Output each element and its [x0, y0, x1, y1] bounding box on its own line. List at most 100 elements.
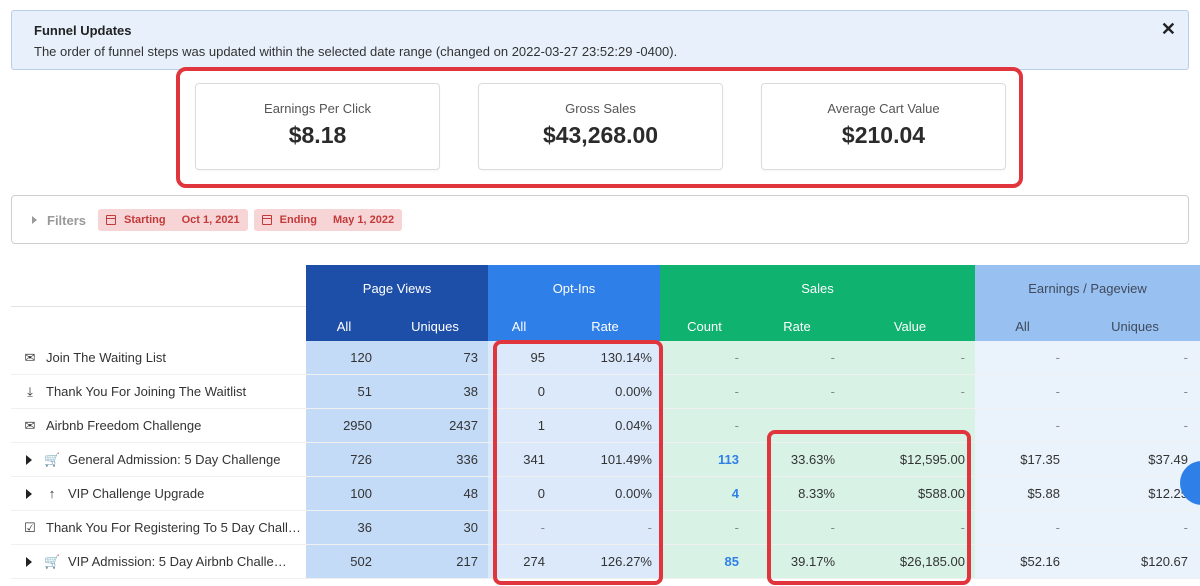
epv-all-cell: $5.88 — [975, 477, 1070, 510]
sales-count-cell: - — [660, 409, 749, 442]
table-row[interactable]: ⤓ Thank You For Joining The Waitlist 51 38 0… — [11, 375, 1200, 409]
group-header-opt-ins: Opt-Ins — [488, 265, 660, 311]
sales-rate-cell: 8.33% — [749, 477, 845, 510]
sales-count-cell: - — [660, 341, 749, 374]
opt-rate-cell: - — [550, 511, 660, 544]
step-name: Thank You For Joining The Waitlist — [46, 384, 247, 399]
sales-count-cell: - — [660, 375, 749, 408]
table-row[interactable]: ☑ Thank You For Registering To 5 Day Chal… — [11, 511, 1200, 545]
sales-count-cell[interactable]: 4 — [660, 477, 749, 510]
col-header-opt-rate[interactable]: Rate — [550, 311, 660, 341]
group-header-sales: Sales — [660, 265, 975, 311]
start-date-chip[interactable]: Starting Oct 1, 2021 — [98, 209, 248, 231]
sales-value-cell: - — [845, 375, 975, 408]
epv-all-cell: - — [975, 341, 1070, 374]
table-group-header: Page Views Opt-Ins Sales Earnings / Page… — [11, 265, 1200, 311]
sales-rate-cell: - — [749, 341, 845, 374]
epv-uniques-cell: $12.25 — [1070, 477, 1200, 510]
sales-count-cell[interactable]: 85 — [660, 545, 749, 578]
stat-label: Average Cart Value — [827, 101, 940, 116]
opt-all-cell: - — [488, 511, 550, 544]
stat-value: $210.04 — [841, 122, 926, 148]
col-header-sales-rate[interactable]: Rate — [749, 311, 845, 341]
close-icon[interactable]: ✕ — [1160, 19, 1176, 39]
sales-rate-cell: - — [749, 375, 845, 408]
sales-rate-cell: 33.63% — [749, 443, 845, 476]
pv-uniques-cell: 30 — [382, 511, 488, 544]
table-sub-header: All Uniques All Rate Count Rate Value Al… — [11, 311, 1200, 341]
expand-caret-icon[interactable] — [26, 488, 32, 499]
envelope-icon: ✉ — [24, 349, 36, 365]
step-name-cell: ✉ Airbnb Freedom Challenge — [11, 409, 306, 442]
stat-value: $8.18 — [288, 122, 347, 148]
pv-uniques-cell: 48 — [382, 477, 488, 510]
opt-all-cell: 0 — [488, 375, 550, 408]
envelope-icon: ✉ — [24, 417, 36, 433]
pv-all-cell: 51 — [306, 375, 382, 408]
expand-caret-icon[interactable] — [26, 556, 32, 567]
group-header-page-views: Page Views — [306, 265, 488, 311]
pv-uniques-cell: 336 — [382, 443, 488, 476]
step-name-cell: ↑ VIP Challenge Upgrade — [11, 477, 306, 510]
opt-rate-cell: 0.00% — [550, 375, 660, 408]
col-header-pv-all[interactable]: All — [306, 311, 382, 341]
step-name: General Admission: 5 Day Challenge — [68, 452, 281, 467]
expand-caret-icon[interactable] — [32, 216, 37, 224]
epv-uniques-cell: $120.67 — [1070, 545, 1200, 578]
epv-uniques-cell: - — [1070, 375, 1200, 408]
sales-count-cell[interactable]: 113 — [660, 443, 749, 476]
opt-all-cell: 95 — [488, 341, 550, 374]
step-name-cell: ☑ Thank You For Registering To 5 Day Chal… — [11, 511, 306, 544]
table-row[interactable]: 🛒 VIP Admission: 5 Day Airbnb Challe… 502 2… — [11, 545, 1200, 579]
calendar-icon — [106, 215, 117, 225]
sales-value-cell: - — [845, 511, 975, 544]
col-header-sales-value[interactable]: Value — [845, 311, 975, 341]
col-header-epv-all[interactable]: All — [975, 311, 1070, 341]
calendar-icon — [261, 215, 272, 225]
epv-uniques-cell: - — [1070, 341, 1200, 374]
end-date-chip[interactable]: Ending May 1, 2022 — [253, 209, 403, 231]
table-row[interactable]: ✉ Airbnb Freedom Challenge 2950 2437 1 0.04% -… — [11, 409, 1200, 443]
alert-message: The order of funnel steps was updated wi… — [34, 44, 678, 59]
epv-all-cell: - — [975, 409, 1070, 442]
step-name: Join The Waiting List — [46, 350, 166, 365]
opt-all-cell: 1 — [488, 409, 550, 442]
step-name-cell: 🛒 VIP Admission: 5 Day Airbnb Challe… — [11, 545, 306, 578]
table-row[interactable]: 🛒 General Admission: 5 Day Challenge 726 33… — [11, 443, 1200, 477]
step-name-cell: ✉ Join The Waiting List — [11, 341, 306, 374]
pv-all-cell: 36 — [306, 511, 382, 544]
pv-all-cell: 100 — [306, 477, 382, 510]
epv-all-cell: $17.35 — [975, 443, 1070, 476]
start-date-value: Oct 1, 2021 — [181, 214, 240, 226]
pv-uniques-cell: 217 — [382, 545, 488, 578]
col-header-pv-uniques[interactable]: Uniques — [382, 311, 488, 341]
epv-all-cell: $52.16 — [975, 545, 1070, 578]
pv-uniques-cell: 73 — [382, 341, 488, 374]
epv-uniques-cell: $37.49 — [1070, 443, 1200, 476]
sales-rate-cell: - — [749, 511, 845, 544]
col-header-epv-uniques[interactable]: Uniques — [1070, 311, 1200, 341]
filters-label[interactable]: Filters — [47, 212, 87, 228]
pv-all-cell: 2950 — [306, 409, 382, 442]
epv-all-cell: - — [975, 511, 1070, 544]
stat-card-earnings-per-click: Earnings Per Click $8.18 — [195, 83, 440, 170]
expand-caret-icon[interactable] — [26, 454, 32, 465]
funnel-stats-table: Page Views Opt-Ins Sales Earnings / Page… — [11, 265, 1200, 579]
step-name: VIP Admission: 5 Day Airbnb Challe… — [68, 554, 287, 569]
sales-value-cell — [845, 409, 975, 442]
funnel-updates-alert: Funnel Updates The order of funnel steps… — [11, 10, 1189, 70]
chat-widget-button[interactable] — [1180, 461, 1200, 505]
stat-value: $43,268.00 — [542, 122, 659, 148]
col-header-opt-all[interactable]: All — [488, 311, 550, 341]
table-row[interactable]: ↑ VIP Challenge Upgrade 100 48 0 0.00% 4 8.33% $… — [11, 477, 1200, 511]
pv-all-cell: 120 — [306, 341, 382, 374]
opt-all-cell: 274 — [488, 545, 550, 578]
end-date-key: Ending — [279, 214, 317, 226]
stat-card-average-cart-value: Average Cart Value $210.04 — [761, 83, 1006, 170]
col-header-sales-count[interactable]: Count — [660, 311, 749, 341]
opt-rate-cell: 0.04% — [550, 409, 660, 442]
table-row[interactable]: ✉ Join The Waiting List 120 73 95 130.14% - - - -… — [11, 341, 1200, 375]
step-name: Airbnb Freedom Challenge — [46, 418, 202, 433]
sales-value-cell: $12,595.00 — [845, 443, 975, 476]
opt-rate-cell: 101.49% — [550, 443, 660, 476]
